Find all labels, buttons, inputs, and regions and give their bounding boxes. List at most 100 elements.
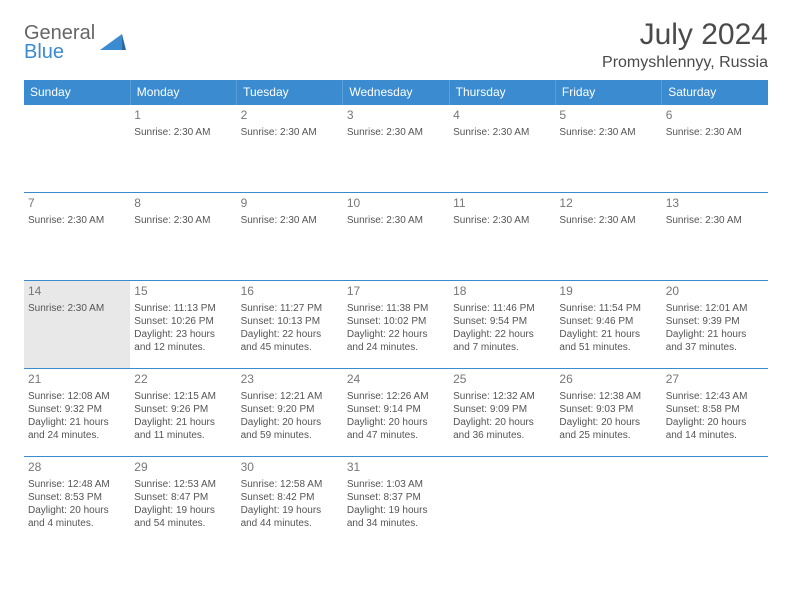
cell-text: Daylight: 21 hours <box>666 328 764 341</box>
calendar-cell: 7Sunrise: 2:30 AM <box>24 193 130 281</box>
calendar-cell: 10 Sunrise: 2:30 AM <box>343 193 449 281</box>
cell-text: Sunset: 9:54 PM <box>453 315 551 328</box>
cell-text: Sunset: 9:32 PM <box>28 403 126 416</box>
calendar-cell <box>555 457 661 545</box>
cell-text: Sunrise: 2:30 AM <box>241 214 339 227</box>
cell-text: and 34 minutes. <box>347 517 445 530</box>
cell-text: Sunrise: 12:08 AM <box>28 390 126 403</box>
cell-text: and 7 minutes. <box>453 341 551 354</box>
cell-text: and 24 minutes. <box>347 341 445 354</box>
cell-text: Sunset: 9:03 PM <box>559 403 657 416</box>
cell-text: Sunrise: 11:13 PM <box>134 302 232 315</box>
cell-text: Sunrise: 12:38 AM <box>559 390 657 403</box>
calendar-cell: 9 Sunrise: 2:30 AM <box>237 193 343 281</box>
cell-text: Sunrise: 2:30 AM <box>134 126 232 139</box>
calendar-cell: 3Sunrise: 2:30 AM <box>343 105 449 193</box>
cell-text: Sunset: 9:39 PM <box>666 315 764 328</box>
day-number: 1 <box>134 108 232 124</box>
day-header: Thursday <box>449 80 555 105</box>
cell-text: and 12 minutes. <box>134 341 232 354</box>
day-number: 8 <box>134 196 232 212</box>
day-number: 19 <box>559 284 657 300</box>
month-title: July 2024 <box>602 18 768 52</box>
header: General Blue July 2024 Promyshlennyy, Ru… <box>24 18 768 72</box>
day-header: Friday <box>555 80 661 105</box>
day-header: Sunday <box>24 80 130 105</box>
cell-text: Sunrise: 12:01 AM <box>666 302 764 315</box>
cell-text: Sunset: 9:14 PM <box>347 403 445 416</box>
cell-text: Sunset: 10:26 PM <box>134 315 232 328</box>
cell-text: and 4 minutes. <box>28 517 126 530</box>
day-number: 24 <box>347 372 445 388</box>
calendar-week: 1Sunrise: 2:30 AM2Sunrise: 2:30 AM3Sunri… <box>24 105 768 193</box>
cell-text: Daylight: 23 hours <box>134 328 232 341</box>
cell-text: Daylight: 20 hours <box>241 416 339 429</box>
cell-text: and 59 minutes. <box>241 429 339 442</box>
day-number: 11 <box>453 196 551 212</box>
day-number: 23 <box>241 372 339 388</box>
calendar-cell: 26 Sunrise: 12:38 AMSunset: 9:03 PMDaylig… <box>555 369 661 457</box>
cell-text: and 47 minutes. <box>347 429 445 442</box>
cell-text: Daylight: 21 hours <box>559 328 657 341</box>
cell-text: Sunrise: 12:53 AM <box>134 478 232 491</box>
calendar-table: SundayMondayTuesdayWednesdayThursdayFrid… <box>24 80 768 545</box>
calendar-cell: 18Sunrise: 11:46 PMSunset: 9:54 PMDaylig… <box>449 281 555 369</box>
brand-triangle-icon <box>100 32 126 52</box>
cell-text: Sunrise: 2:30 AM <box>241 126 339 139</box>
cell-text: Sunrise: 1:03 AM <box>347 478 445 491</box>
calendar-cell: 1 Sunrise: 2:30 AM <box>130 105 236 193</box>
cell-text: Sunset: 9:26 PM <box>134 403 232 416</box>
cell-text: Sunrise: 11:38 PM <box>347 302 445 315</box>
calendar-cell: 25Sunrise: 12:32 AMSunset: 9:09 PMDaylig… <box>449 369 555 457</box>
day-number: 10 <box>347 196 445 212</box>
day-number: 18 <box>453 284 551 300</box>
calendar-cell <box>662 457 768 545</box>
day-number: 13 <box>666 196 764 212</box>
cell-text: Sunrise: 11:27 PM <box>241 302 339 315</box>
calendar-cell: 27Sunrise: 12:43 AMSunset: 8:58 PMDaylig… <box>662 369 768 457</box>
cell-text: Sunrise: 2:30 AM <box>453 126 551 139</box>
brand-logo: General Blue <box>24 24 126 62</box>
cell-text: Sunset: 10:02 PM <box>347 315 445 328</box>
cell-text: Sunrise: 2:30 AM <box>28 302 126 315</box>
calendar-cell: 28Sunrise: 12:48 AMSunset: 8:53 PMDaylig… <box>24 457 130 545</box>
calendar-cell: 29Sunrise: 12:53 AMSunset: 8:47 PMDaylig… <box>130 457 236 545</box>
calendar-week: 21Sunrise: 12:08 AMSunset: 9:32 PMDaylig… <box>24 369 768 457</box>
calendar-cell <box>24 105 130 193</box>
day-header-row: SundayMondayTuesdayWednesdayThursdayFrid… <box>24 80 768 105</box>
cell-text: Daylight: 20 hours <box>347 416 445 429</box>
day-number: 9 <box>241 196 339 212</box>
calendar-week: 28Sunrise: 12:48 AMSunset: 8:53 PMDaylig… <box>24 457 768 545</box>
cell-text: Sunset: 8:58 PM <box>666 403 764 416</box>
cell-text: and 44 minutes. <box>241 517 339 530</box>
title-block: July 2024 Promyshlennyy, Russia <box>602 18 768 72</box>
cell-text: and 24 minutes. <box>28 429 126 442</box>
calendar-cell: 6Sunrise: 2:30 AM <box>662 105 768 193</box>
cell-text: Daylight: 20 hours <box>666 416 764 429</box>
cell-text: Sunrise: 2:30 AM <box>347 214 445 227</box>
calendar-week: 7Sunrise: 2:30 AM8 Sunrise: 2:30 AM 9 Sunri… <box>24 193 768 281</box>
cell-text: Daylight: 20 hours <box>453 416 551 429</box>
calendar-cell: 17Sunrise: 11:38 PMSunset: 10:02 PMDayli… <box>343 281 449 369</box>
cell-text: Sunset: 8:37 PM <box>347 491 445 504</box>
cell-text: Sunset: 10:13 PM <box>241 315 339 328</box>
day-number: 14 <box>28 284 126 300</box>
calendar-body: 1Sunrise: 2:30 AM2Sunrise: 2:30 AM3Sunri… <box>24 105 768 545</box>
cell-text: Sunrise: 2:30 AM <box>28 214 126 227</box>
calendar-cell: 15Sunrise: 11:13 PMSunset: 10:26 PMDayli… <box>130 281 236 369</box>
cell-text: Daylight: 20 hours <box>559 416 657 429</box>
cell-text: Sunrise: 2:30 AM <box>559 214 657 227</box>
cell-text: Daylight: 19 hours <box>134 504 232 517</box>
day-number: 30 <box>241 460 339 476</box>
day-number: 20 <box>666 284 764 300</box>
cell-text: Sunset: 8:42 PM <box>241 491 339 504</box>
calendar-cell: 24 Sunrise: 12:26 AMSunset: 9:14 PMDaylig… <box>343 369 449 457</box>
day-number: 4 <box>453 108 551 124</box>
location-label: Promyshlennyy, Russia <box>602 54 768 72</box>
day-number: 26 <box>559 372 657 388</box>
day-number: 17 <box>347 284 445 300</box>
cell-text: Sunrise: 12:26 AM <box>347 390 445 403</box>
day-number: 3 <box>347 108 445 124</box>
brand-text: General Blue <box>24 24 95 62</box>
cell-text: and 51 minutes. <box>559 341 657 354</box>
